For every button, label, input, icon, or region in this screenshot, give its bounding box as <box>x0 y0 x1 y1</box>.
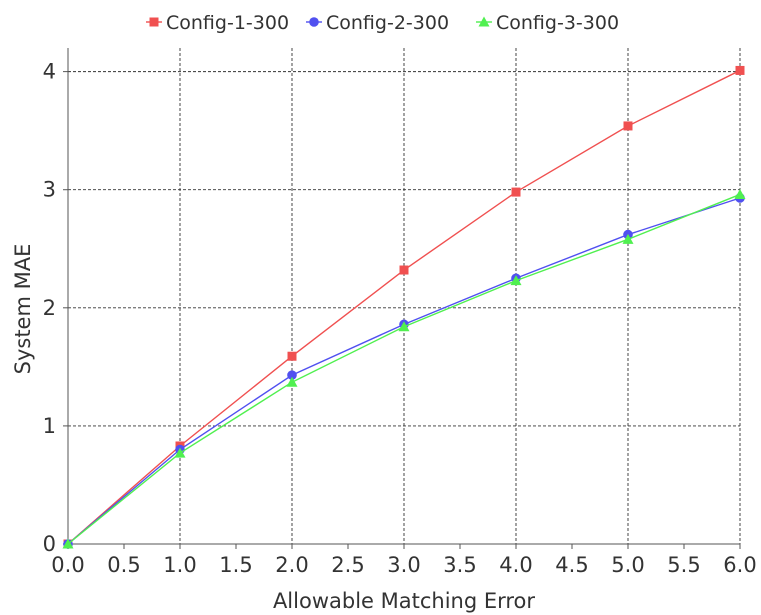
x-tick-label: 6.0 <box>723 553 756 577</box>
data-point <box>622 233 634 244</box>
series-3 <box>62 188 746 549</box>
x-tick-label: 0.0 <box>51 553 84 577</box>
data-point <box>510 275 522 286</box>
y-axis-title: System MAE <box>11 244 35 375</box>
y-tick-label: 1 <box>43 414 56 438</box>
x-axis-title: Allowable Matching Error <box>273 589 535 613</box>
legend-label: Config-1-300 <box>166 12 289 34</box>
x-tick-label: 1.5 <box>219 553 252 577</box>
data-point <box>286 376 298 387</box>
x-tick-label: 5.0 <box>611 553 644 577</box>
data-point <box>623 121 633 131</box>
x-tick-label: 3.5 <box>443 553 476 577</box>
series-group <box>62 65 746 549</box>
x-tick-label: 5.5 <box>667 553 700 577</box>
legend-marker <box>309 17 319 27</box>
legend-marker <box>149 17 159 27</box>
data-point <box>398 321 410 332</box>
x-tick-label: 4.0 <box>499 553 532 577</box>
data-point <box>511 187 521 197</box>
axes <box>63 48 741 549</box>
series-line <box>67 69 741 545</box>
y-tick-label: 3 <box>43 178 56 202</box>
data-point <box>735 65 745 75</box>
data-point <box>287 370 297 380</box>
legend: Config-1-300 Config-2-300 Config-3-300 <box>146 12 619 34</box>
legend-label: Config-2-300 <box>326 12 449 34</box>
data-point <box>287 351 297 361</box>
y-tick-label: 0 <box>43 532 56 556</box>
y-tick-label: 4 <box>43 60 56 84</box>
legend-marker <box>478 16 490 27</box>
legend-item: Config-1-300 <box>146 12 289 34</box>
gridlines <box>68 48 741 544</box>
x-tick-label: 1.0 <box>163 553 196 577</box>
legend-label: Config-3-300 <box>496 12 619 34</box>
legend-item: Config-2-300 <box>306 12 449 34</box>
data-point <box>62 538 74 549</box>
data-point <box>174 447 186 458</box>
x-tick-label: 0.5 <box>107 553 140 577</box>
legend-item: Config-3-300 <box>476 12 619 34</box>
x-tick-label: 2.0 <box>275 553 308 577</box>
y-tick-label: 2 <box>43 296 56 320</box>
x-tick-label: 2.5 <box>331 553 364 577</box>
x-tick-label: 4.5 <box>555 553 588 577</box>
data-point <box>734 188 746 199</box>
data-point <box>399 265 409 275</box>
tick-labels: 0.0 0.5 1.0 1.5 2.0 2.5 3.0 3.5 4.0 4.5 5.0 5.5 6.0 0… <box>43 60 757 577</box>
x-tick-label: 3.0 <box>387 553 420 577</box>
